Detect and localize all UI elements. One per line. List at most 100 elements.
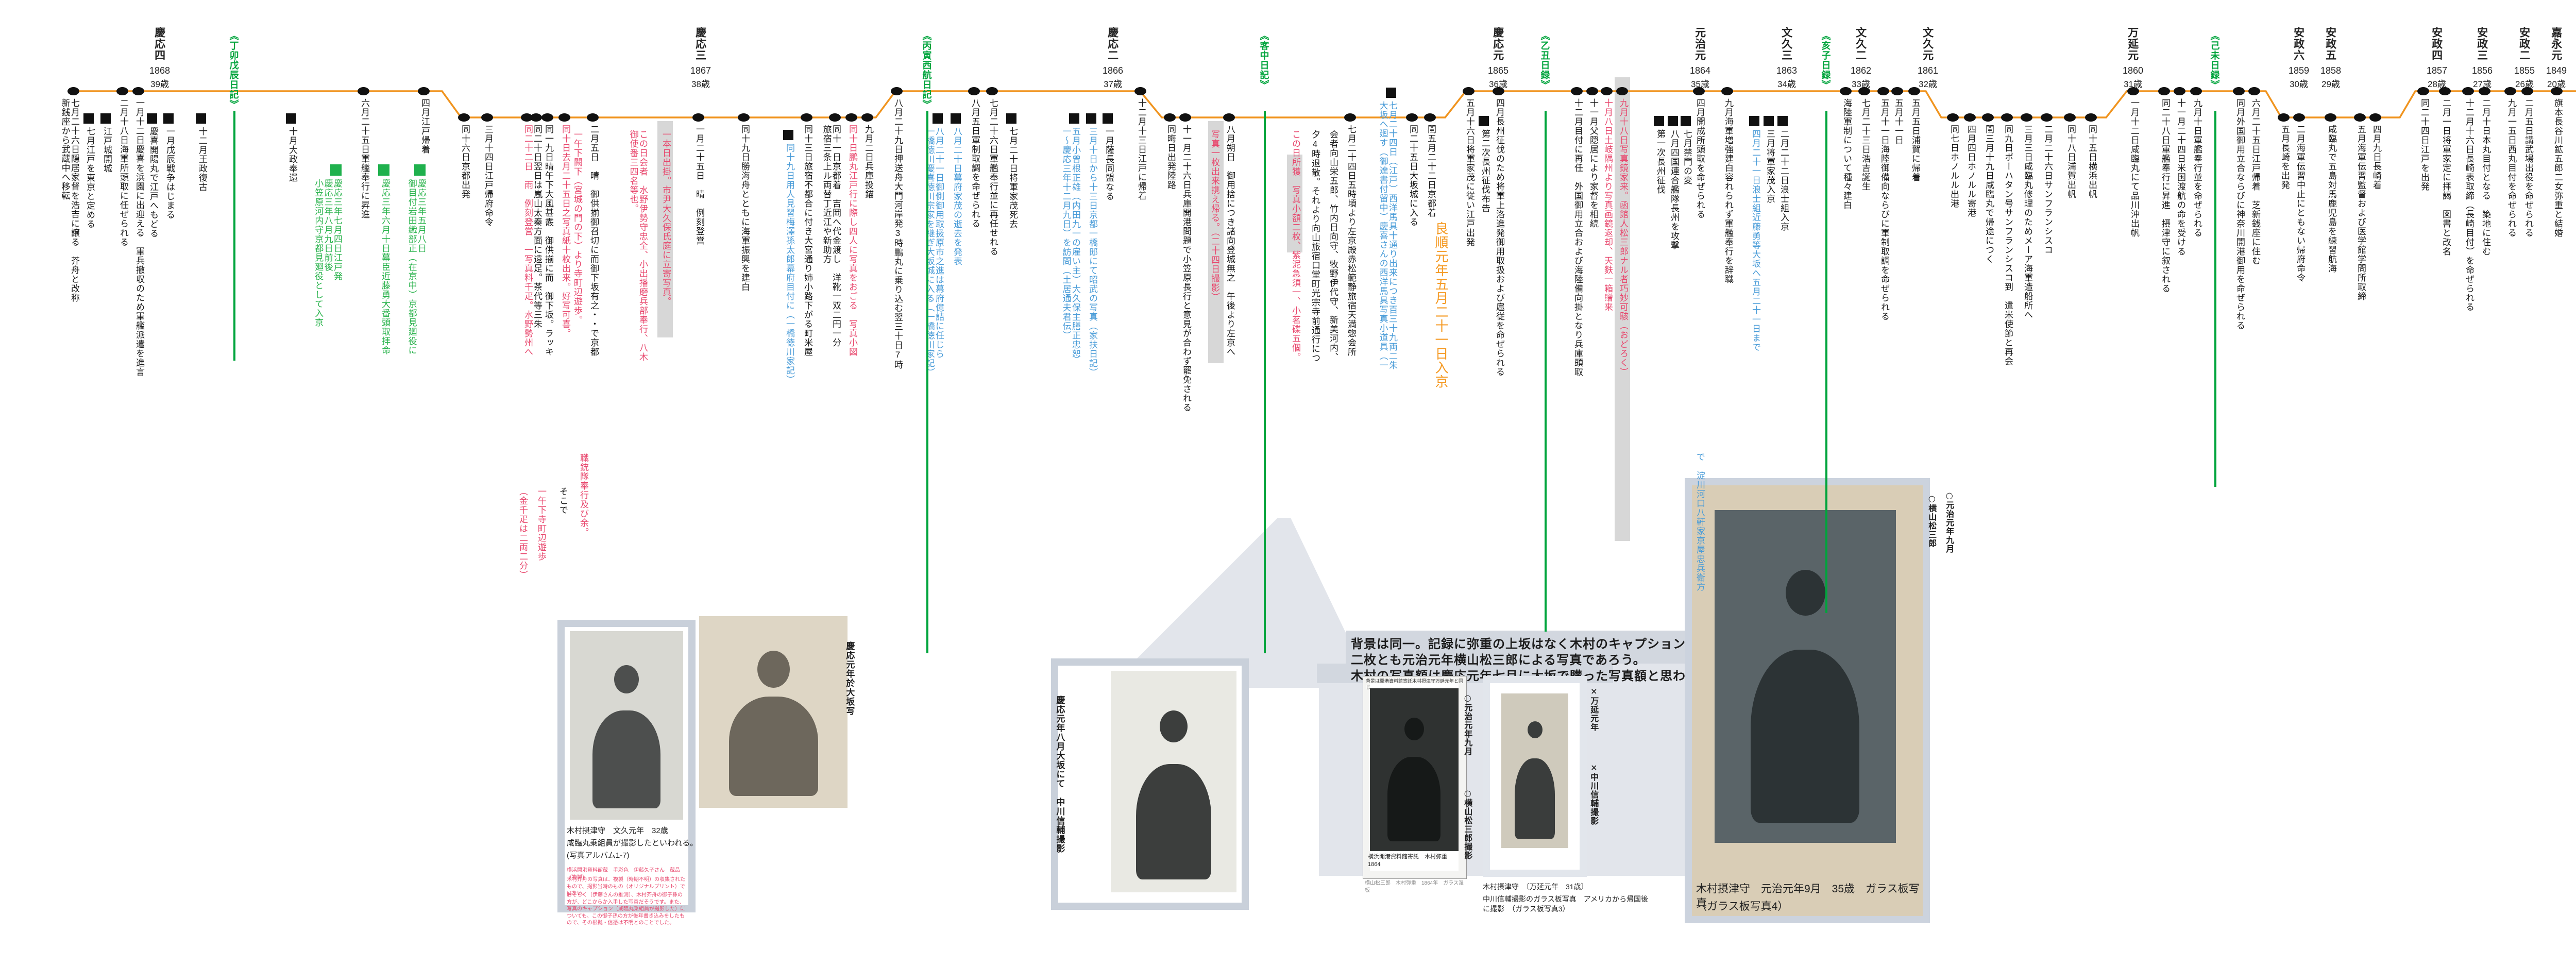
year-number: 1861 bbox=[1917, 65, 1939, 76]
diary-label: 《亥子日録》 bbox=[1820, 31, 1831, 90]
timeline-dot bbox=[67, 87, 79, 95]
timeline-dot bbox=[1721, 87, 1733, 95]
event-label: この日所獲 写真小額二枚、紫泥急須一、小茗碟五個。 bbox=[1291, 130, 1300, 362]
timeline-dot bbox=[587, 113, 599, 122]
event-label: 八月二十九日押送舟大門河岸発3時鵬丸に乗り込む翌三十日7時 bbox=[893, 98, 903, 369]
timeline-dot bbox=[2293, 113, 2305, 122]
photo-caption: おそらく（伊藤さんの推測）、木村芥舟の御子孫の方が、どこからか入手した写真だそう… bbox=[567, 892, 685, 926]
timeline-square bbox=[1668, 116, 1678, 126]
timeline-dot bbox=[2439, 87, 2451, 95]
diary-label: 《客中日記》 bbox=[1259, 31, 1269, 90]
event-label: 八月二十日幕府家茂の逝去を発表 bbox=[952, 127, 962, 266]
photo-annotation-label: ×中川信輔撮影 bbox=[1589, 762, 1599, 825]
note-strip bbox=[1346, 631, 1692, 664]
timeline-dot bbox=[2417, 87, 2429, 95]
year-era-label: 慶応二 bbox=[1106, 27, 1118, 61]
note-line: 背景は同一。記録に弥重の上坂はなく木村のキャプションは誤り。 bbox=[1351, 636, 1737, 651]
year-number: 1855 bbox=[2514, 65, 2535, 76]
timeline-dot bbox=[2041, 113, 2053, 122]
event-label: 二月二十六日サンフランシスコ bbox=[2043, 125, 2053, 255]
event-label: 四月江戸帰着 bbox=[420, 98, 430, 154]
diary-label: 《丁卯戊辰日記》 bbox=[228, 31, 239, 109]
timeline-square bbox=[83, 113, 94, 124]
event-label: 会者向山栄五郎、竹内日向守、牧野伊代守、新美河内、 bbox=[1328, 130, 1338, 362]
event-label: 慶応三年七月四日江戸発 慶応三年八月九日前後 小笠原河内守京都見廻役として入京 bbox=[313, 179, 342, 327]
timeline-square bbox=[1103, 113, 1113, 124]
timeline-dot bbox=[1601, 87, 1613, 95]
event-label: 二月二十二日浪士組入京 bbox=[1779, 129, 1789, 231]
event-label: 八月五日軍制取調を命ぜられる bbox=[970, 98, 980, 228]
timeline-square bbox=[1069, 113, 1079, 124]
event-label: 五月小曾根正雄（内田九一の雇い主）大久保主膳正忠恕 一～慶応三年十二月九日）を訪… bbox=[1061, 127, 1080, 359]
event-label: 一月戊辰戦争はじまる bbox=[165, 127, 175, 219]
timeline-dot bbox=[2158, 87, 2170, 95]
year-number: 1856 bbox=[2471, 65, 2493, 76]
event-label: 八月朔日 御用捨につき諸向登城無之 午後より左京へ bbox=[1225, 125, 1235, 357]
timeline-dot bbox=[829, 113, 841, 122]
photo-annotation-label: ○横山松三郎 bbox=[1927, 494, 1937, 548]
timeline-dot bbox=[1964, 113, 1976, 122]
timeline-dot bbox=[2021, 113, 2032, 122]
event-label: 旗本長谷川鉱五郎二女弥重と結婚 bbox=[2553, 98, 2563, 238]
event-label: 五月十一日海陸御備向ならびに軍制取調を命ぜられる bbox=[1879, 98, 1889, 321]
timeline-dot bbox=[1908, 87, 1920, 95]
event-label: で 淀川河口八軒家京屋忠兵衛方 bbox=[1695, 452, 1705, 591]
timeline-dot bbox=[2325, 113, 2336, 122]
event-label: 一月二十五日 晴 例刻登営 bbox=[694, 125, 704, 245]
event-label: 七月二十日将軍家茂死去 bbox=[1008, 127, 1018, 229]
timeline-dot bbox=[968, 87, 980, 95]
event-label: 一本日出掛。市尹大久保氏庭に立寄写真。 bbox=[661, 130, 671, 306]
timeline-square bbox=[196, 113, 206, 124]
event-label: 一月薩長同盟なる bbox=[1104, 127, 1114, 201]
year-era-label: 安政三 bbox=[2476, 27, 2488, 61]
timeline-square bbox=[286, 113, 296, 124]
timeline-dot bbox=[1164, 113, 1176, 122]
diary-line bbox=[1264, 111, 1266, 653]
event-label: 一月十二日慶喜を浜園に出迎える 軍兵撤収のため軍艦派遣を進言 bbox=[134, 98, 144, 377]
event-label: 海陸軍制について種々建白 bbox=[1842, 98, 1852, 210]
timeline-dot bbox=[2064, 113, 2076, 122]
event-label: 慶応三年六月十日幕臣近藤勇大番頭取拝命 bbox=[380, 179, 390, 355]
timeline-square bbox=[163, 113, 174, 124]
year-number: 1858 bbox=[2320, 65, 2342, 76]
event-label: 同二十五日大坂城に入る bbox=[1408, 125, 1418, 227]
event-label: 三月十日から十三日京都一橋邸にて昭武の写真（家扶日記） bbox=[1088, 127, 1097, 377]
timeline-dot bbox=[1406, 113, 1418, 122]
event-label: 同晦日出発陸路 bbox=[1166, 125, 1176, 190]
timeline-dot bbox=[132, 87, 144, 95]
timeline-dot bbox=[2174, 87, 2185, 95]
year-age: 35歳 bbox=[1691, 79, 1709, 89]
year-number: 1864 bbox=[1689, 65, 1711, 76]
timeline-square bbox=[1386, 88, 1396, 98]
event-label: 五月十一日 bbox=[1893, 98, 1903, 145]
highlight-band bbox=[1208, 121, 1224, 363]
timeline-square-green bbox=[378, 164, 389, 176]
year-age: 30歳 bbox=[2290, 79, 2308, 89]
event-label: 同十三日旅宿不都合に付き大宮通り姉小路下がる町米屋 bbox=[803, 125, 812, 357]
event-label: 二月十日本丸目付となる 築地に住む bbox=[2481, 98, 2490, 256]
event-label: 七月二十四日（江戸）西洋馬具十通り出来につき百三十九両二朱 大坂へ廻す（御達書付… bbox=[1378, 101, 1397, 370]
year-number: 1859 bbox=[2288, 65, 2310, 76]
timeline-dot bbox=[521, 113, 533, 122]
timeline-dot bbox=[1571, 87, 1583, 95]
event-label: 十二月王政復古 bbox=[197, 127, 207, 192]
year-age: 29歳 bbox=[2321, 79, 2340, 89]
highlight-band bbox=[1615, 77, 1630, 541]
timeline-dot bbox=[2085, 113, 2097, 122]
timeline-dot bbox=[2190, 87, 2202, 95]
event-label: 同一九日晴午下大風甚霰 御供揃に而 御下坂。ラッキ bbox=[544, 125, 553, 357]
year-age: 20歳 bbox=[2547, 79, 2566, 89]
event-label: 七月二十六日軍艦奉行並に再任せれる bbox=[988, 98, 998, 256]
diary-line bbox=[1545, 111, 1547, 632]
timeline-dot bbox=[481, 113, 493, 122]
photo-caption: 横浜開港資料館寄託 木村弥重 1864 bbox=[1368, 854, 1453, 868]
photo-caption: 木村芥舟の写真は、複製（時期不明）の収集されたもので、撮影当時のもの（オリジナル… bbox=[567, 877, 685, 896]
year-era-label: 文久元 bbox=[1921, 27, 1934, 61]
event-label: 慶喜開陽丸で江戸へもどる bbox=[148, 127, 158, 238]
event-label: 五月五日浦賀に帰着 bbox=[1910, 98, 1920, 182]
year-number: 1867 bbox=[690, 65, 711, 76]
year-era-label: 文久三 bbox=[1780, 27, 1792, 61]
timeline-dot bbox=[2354, 113, 2366, 122]
photo-annotation-label: ○元治元年九月 bbox=[1463, 693, 1473, 756]
event-label: 慶応三年五月八日 御目付岩田織部正（在京中）京都見廻役に bbox=[406, 179, 426, 355]
